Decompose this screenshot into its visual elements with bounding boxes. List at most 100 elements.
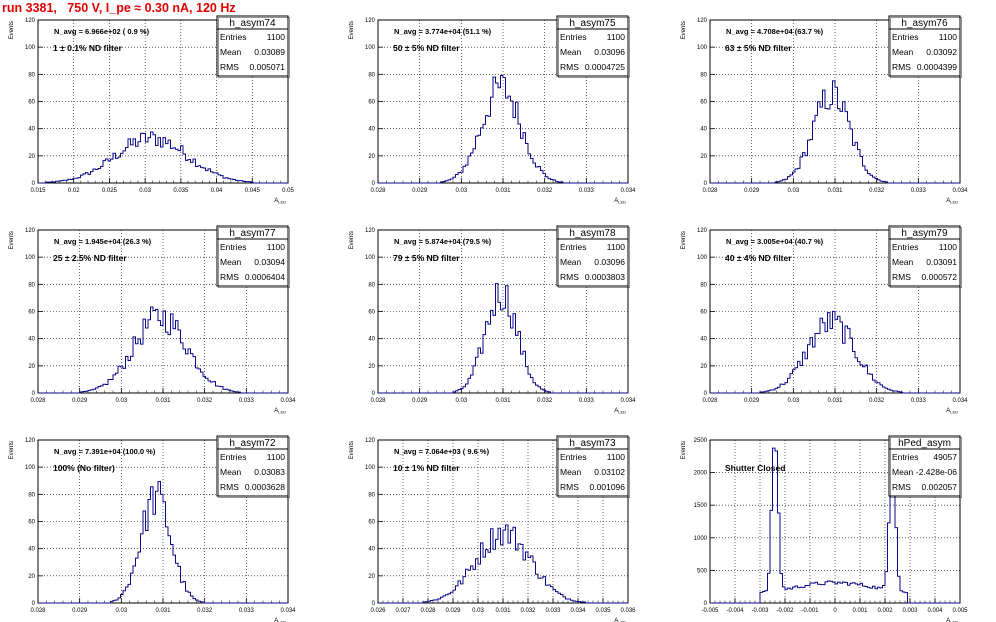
x-tick-label: 0.03 (115, 608, 127, 614)
x-tick-label: 0.034 (620, 398, 636, 404)
y-tick-label: 100 (697, 45, 708, 51)
stats-box-shadow (890, 227, 962, 288)
stats-row-value: 0.0004399 (917, 62, 957, 72)
stats-box (216, 435, 289, 497)
y-axis-label: Events (349, 21, 355, 39)
filter-label: 63 ± 5% ND filter (725, 43, 792, 53)
x-tick-label: 0.001 (852, 608, 868, 614)
x-tick-label: -0.001 (801, 608, 819, 614)
y-tick-label: 100 (365, 465, 376, 471)
x-tick-label: 0.032 (537, 398, 553, 404)
stats-box-shadow (890, 17, 962, 78)
stats-title: h_asym74 (229, 18, 276, 29)
y-tick-label: 120 (25, 228, 36, 234)
x-tick-label: 0.03 (787, 188, 799, 194)
x-tick-label: 0.033 (239, 398, 255, 404)
y-tick-label: 120 (365, 438, 376, 444)
stats-row-label: Mean (892, 467, 914, 477)
y-tick-label: 40 (28, 337, 35, 343)
x-tick-label: 0.04 (211, 188, 223, 194)
plot-frame (377, 229, 629, 394)
stats-row-label: RMS (560, 272, 579, 282)
n-avg-label: N_avg = 3.774e+04 (51.1 %) (394, 27, 492, 36)
y-tick-label: 120 (697, 18, 708, 24)
x-tick-label: 0.029 (72, 608, 88, 614)
stats-row-value: 0.03096 (594, 47, 625, 57)
stats-row-label: Mean (220, 47, 242, 57)
stats-row-label: Mean (560, 47, 582, 57)
y-tick-label: 100 (697, 255, 708, 261)
stats-row-value: 0.03094 (254, 257, 285, 267)
x-axis-label: ALED (946, 408, 958, 415)
stats-row-value: 1100 (939, 242, 958, 252)
y-tick-label: 120 (365, 228, 376, 234)
y-tick-label: 40 (700, 337, 707, 343)
x-tick-label: 0.033 (579, 398, 595, 404)
stats-box-shadow (890, 437, 962, 498)
x-tick-label: 0.025 (102, 188, 118, 194)
histogram-series (38, 306, 288, 394)
histogram-series (378, 524, 628, 604)
run-title: run 3381, 750 V, I_pe ≈ 0.30 nA, 120 Hz (2, 1, 236, 15)
stats-row-label: Entries (892, 452, 918, 462)
x-axis-label-subscript: LED (618, 200, 626, 205)
y-tick-label: 100 (365, 255, 376, 261)
y-tick-label: 20 (368, 154, 375, 160)
x-tick-label: 0.03 (115, 398, 127, 404)
filter-label: 10 ± 1% ND filter (393, 463, 460, 473)
y-tick-label: 40 (368, 127, 375, 133)
y-tick-label: 0 (372, 181, 376, 187)
stats-box (888, 225, 961, 287)
y-tick-label: 80 (28, 282, 35, 288)
stats-row-label: Entries (220, 32, 246, 42)
histogram-panel-hPed_asym: -0.005 -0.004 -0.003 -0.002 -0.001 0 0.001 0.00… (681, 435, 968, 622)
x-tick-label: 0.028 (30, 608, 46, 614)
x-tick-label: 0.05 (282, 188, 294, 194)
x-axis-label-subscript: LED (950, 620, 958, 622)
x-tick-label: 0.028 (370, 188, 386, 194)
y-tick-label: 120 (25, 18, 36, 24)
stats-box (556, 225, 629, 287)
stats-box (556, 15, 629, 77)
y-tick-label: 100 (25, 255, 36, 261)
stats-row-value: 0.03092 (926, 47, 957, 57)
x-tick-label: 0.033 (545, 608, 561, 614)
y-tick-label: 500 (697, 568, 708, 574)
stats-box-shadow (558, 437, 630, 498)
x-tick-label: 0.03 (139, 188, 151, 194)
x-tick-label: -0.004 (726, 608, 744, 614)
stats-row-value: 1100 (607, 452, 626, 462)
stats-box-shadow (218, 437, 290, 498)
stats-row-label: RMS (560, 62, 579, 72)
x-tick-label: 0.029 (744, 188, 760, 194)
y-tick-label: 2000 (694, 471, 708, 477)
x-tick-label: 0.036 (620, 608, 636, 614)
x-tick-label: 0.034 (280, 398, 296, 404)
x-tick-label: 0.035 (173, 188, 189, 194)
x-tick-label: 0.033 (579, 188, 595, 194)
y-tick-label: 120 (697, 228, 708, 234)
stats-row-value: 0.0003803 (585, 272, 625, 282)
x-axis-label-subscript: LED (950, 200, 958, 205)
y-tick-label: 80 (700, 72, 707, 78)
x-tick-label: 0.002 (877, 608, 893, 614)
x-tick-label: 0.028 (702, 398, 718, 404)
y-tick-label: 60 (368, 520, 375, 526)
x-tick-label: 0.033 (911, 188, 927, 194)
x-axis-label: ALED (274, 408, 286, 415)
x-tick-label: 0.045 (245, 188, 261, 194)
x-tick-label: 0.02 (68, 188, 80, 194)
x-tick-label: 0.035 (595, 608, 611, 614)
stats-row-value: -2.428e-06 (916, 467, 957, 477)
stats-row-label: Mean (560, 467, 582, 477)
y-axis-label: Events (9, 231, 15, 249)
stats-box-shadow (558, 17, 630, 78)
x-axis-label: ALED (274, 198, 286, 205)
x-tick-label: 0.03 (787, 398, 799, 404)
x-tick-label: 0.027 (395, 608, 411, 614)
y-tick-label: 60 (28, 520, 35, 526)
stats-row-value: 0.001096 (590, 482, 626, 492)
x-tick-label: 0.033 (911, 398, 927, 404)
stats-row-value: 0.03083 (254, 467, 285, 477)
